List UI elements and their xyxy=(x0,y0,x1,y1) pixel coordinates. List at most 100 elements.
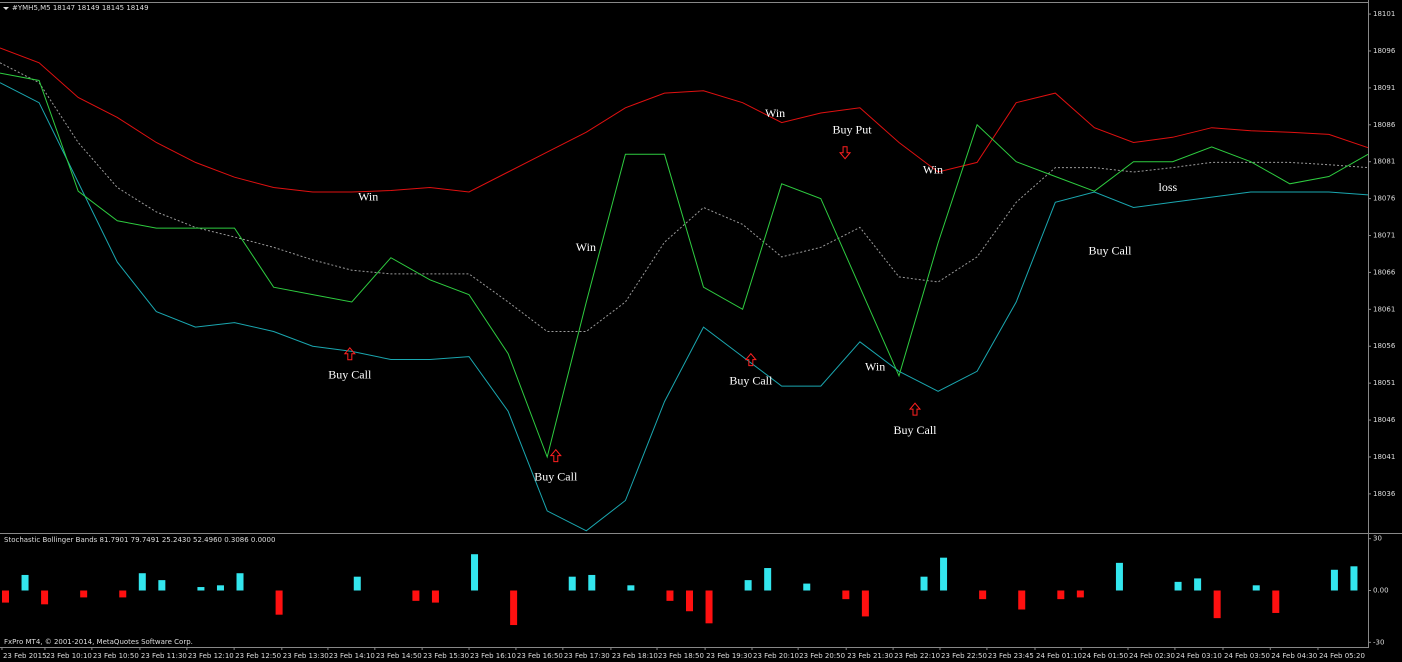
y-tick-label: 18046 xyxy=(1373,416,1396,424)
arrow-down xyxy=(839,146,852,160)
histogram-bar xyxy=(803,583,811,591)
price-line xyxy=(0,47,1369,193)
histogram-bar xyxy=(842,590,850,600)
histogram-bar xyxy=(705,590,713,624)
x-tick-label: 24 Feb 03:10 xyxy=(1176,652,1222,660)
indicator-title: Stochastic Bollinger Bands 81.7901 79.74… xyxy=(4,536,275,544)
x-tick-label: 23 Feb 17:30 xyxy=(564,652,610,660)
arrow-up xyxy=(343,346,356,361)
histogram-bar xyxy=(1057,590,1065,600)
annotation: loss xyxy=(1159,180,1178,194)
price-line xyxy=(0,72,1369,459)
x-tick-label: 23 Feb 19:30 xyxy=(706,652,752,660)
x-tick-label: 24 Feb 04:30 xyxy=(1271,652,1317,660)
y-tick-label: 18051 xyxy=(1373,379,1395,387)
histogram-bar xyxy=(627,585,635,591)
histogram-bar xyxy=(21,574,29,591)
x-tick-label: 24 Feb 01:50 xyxy=(1082,652,1128,660)
histogram-bar xyxy=(1194,578,1202,591)
histogram-bar xyxy=(80,590,88,598)
annotation: Buy Call xyxy=(328,368,372,382)
histogram-bar xyxy=(1076,590,1084,598)
histogram-bar xyxy=(510,590,518,626)
histogram-bar xyxy=(236,573,244,591)
x-tick-label: 23 Feb 10:10 xyxy=(46,652,92,660)
x-tick-label: 23 Feb 13:30 xyxy=(283,652,329,660)
x-tick-label: 24 Feb 01:10 xyxy=(1036,652,1082,660)
y-tick-label: 18041 xyxy=(1373,453,1395,461)
y-tick-label: 18096 xyxy=(1373,47,1396,55)
histogram-bar xyxy=(216,585,224,591)
histogram-bar xyxy=(686,590,693,612)
x-tick-label: 23 Feb 15:30 xyxy=(423,652,469,660)
histogram-bar xyxy=(353,576,361,591)
x-tick-label: 23 Feb 10:50 xyxy=(93,652,139,660)
histogram-bar xyxy=(920,576,928,591)
x-tick-label: 23 Feb 14:50 xyxy=(376,652,422,660)
arrow-up xyxy=(549,448,562,463)
y-tick-label: 18066 xyxy=(1373,268,1396,276)
histogram-bar xyxy=(940,557,948,591)
x-tick-label: 23 Feb 14:10 xyxy=(329,652,375,660)
annotation: Win xyxy=(576,240,596,254)
annotation: Buy Call xyxy=(534,469,578,483)
annotation: Win xyxy=(923,162,943,176)
x-tick-label: 24 Feb 03:50 xyxy=(1224,652,1270,660)
y-tick-label: -30 xyxy=(1373,638,1384,646)
histogram-bar xyxy=(588,574,596,591)
histogram-bar xyxy=(1330,569,1338,591)
histogram-bar xyxy=(744,580,752,591)
x-tick-label: 23 Feb 16:10 xyxy=(470,652,516,660)
histogram-bar xyxy=(1252,585,1260,591)
x-tick-label: 23 Feb 22:10 xyxy=(894,652,940,660)
histogram-bar xyxy=(412,590,420,601)
histogram-bar xyxy=(666,590,674,601)
y-tick-label: 30 xyxy=(1373,535,1382,543)
copyright: FxPro MT4, © 2001-2014, MetaQuotes Softw… xyxy=(4,638,193,646)
y-tick-label: 18076 xyxy=(1373,195,1396,203)
y-tick-label: 18056 xyxy=(1373,342,1396,350)
x-tick-label: 23 Feb 20:50 xyxy=(799,652,845,660)
x-tick-label: 24 Feb 05:20 xyxy=(1319,652,1365,660)
histogram-bar xyxy=(1272,590,1280,613)
y-tick-label: 18071 xyxy=(1373,232,1395,240)
x-tick-label: 23 Feb 12:50 xyxy=(235,652,281,660)
menu-icon xyxy=(3,7,9,10)
histogram-bar xyxy=(979,590,987,600)
chart-header: #YMH5,M5 18147 18149 18145 18149 xyxy=(12,4,149,12)
x-tick-label: 23 Feb 20:10 xyxy=(753,652,799,660)
y-tick-label: 18036 xyxy=(1373,490,1396,498)
annotation: Win xyxy=(865,359,885,373)
histogram-bar xyxy=(158,580,166,591)
histogram-bar xyxy=(1018,590,1026,610)
x-tick-label: 23 Feb 11:30 xyxy=(141,652,187,660)
x-tick-label: 23 Feb 16:50 xyxy=(517,652,563,660)
x-tick-label: 23 Feb 22:50 xyxy=(941,652,987,660)
y-tick-label: 18086 xyxy=(1373,121,1396,129)
arrow-up xyxy=(744,352,757,367)
price-line xyxy=(0,82,1369,532)
annotation: Buy Call xyxy=(893,423,937,437)
histogram-bar xyxy=(471,554,479,591)
annotation: Buy Call xyxy=(729,373,773,387)
x-tick-label: 23 Feb 23:45 xyxy=(988,652,1034,660)
x-tick-label: 23 Feb 21:30 xyxy=(847,652,893,660)
histogram-bar xyxy=(41,590,49,605)
x-tick-label: 23 Feb 18:10 xyxy=(612,652,658,660)
price-line xyxy=(0,62,1369,332)
histogram-bar xyxy=(1213,590,1221,619)
y-tick-label: 0.00 xyxy=(1373,587,1389,595)
histogram-bar xyxy=(275,590,283,615)
histogram-bar xyxy=(861,590,869,617)
histogram-bar xyxy=(568,576,576,591)
histogram-bar xyxy=(1174,581,1182,591)
y-tick-label: 18081 xyxy=(1373,158,1395,166)
histogram-bar xyxy=(2,590,9,603)
x-tick-label: 24 Feb 02:30 xyxy=(1129,652,1175,660)
histogram-bar xyxy=(431,590,439,603)
histogram-bar xyxy=(119,590,127,598)
x-tick-label: 23 Feb 2015 xyxy=(3,652,47,660)
histogram-bar xyxy=(197,587,205,591)
